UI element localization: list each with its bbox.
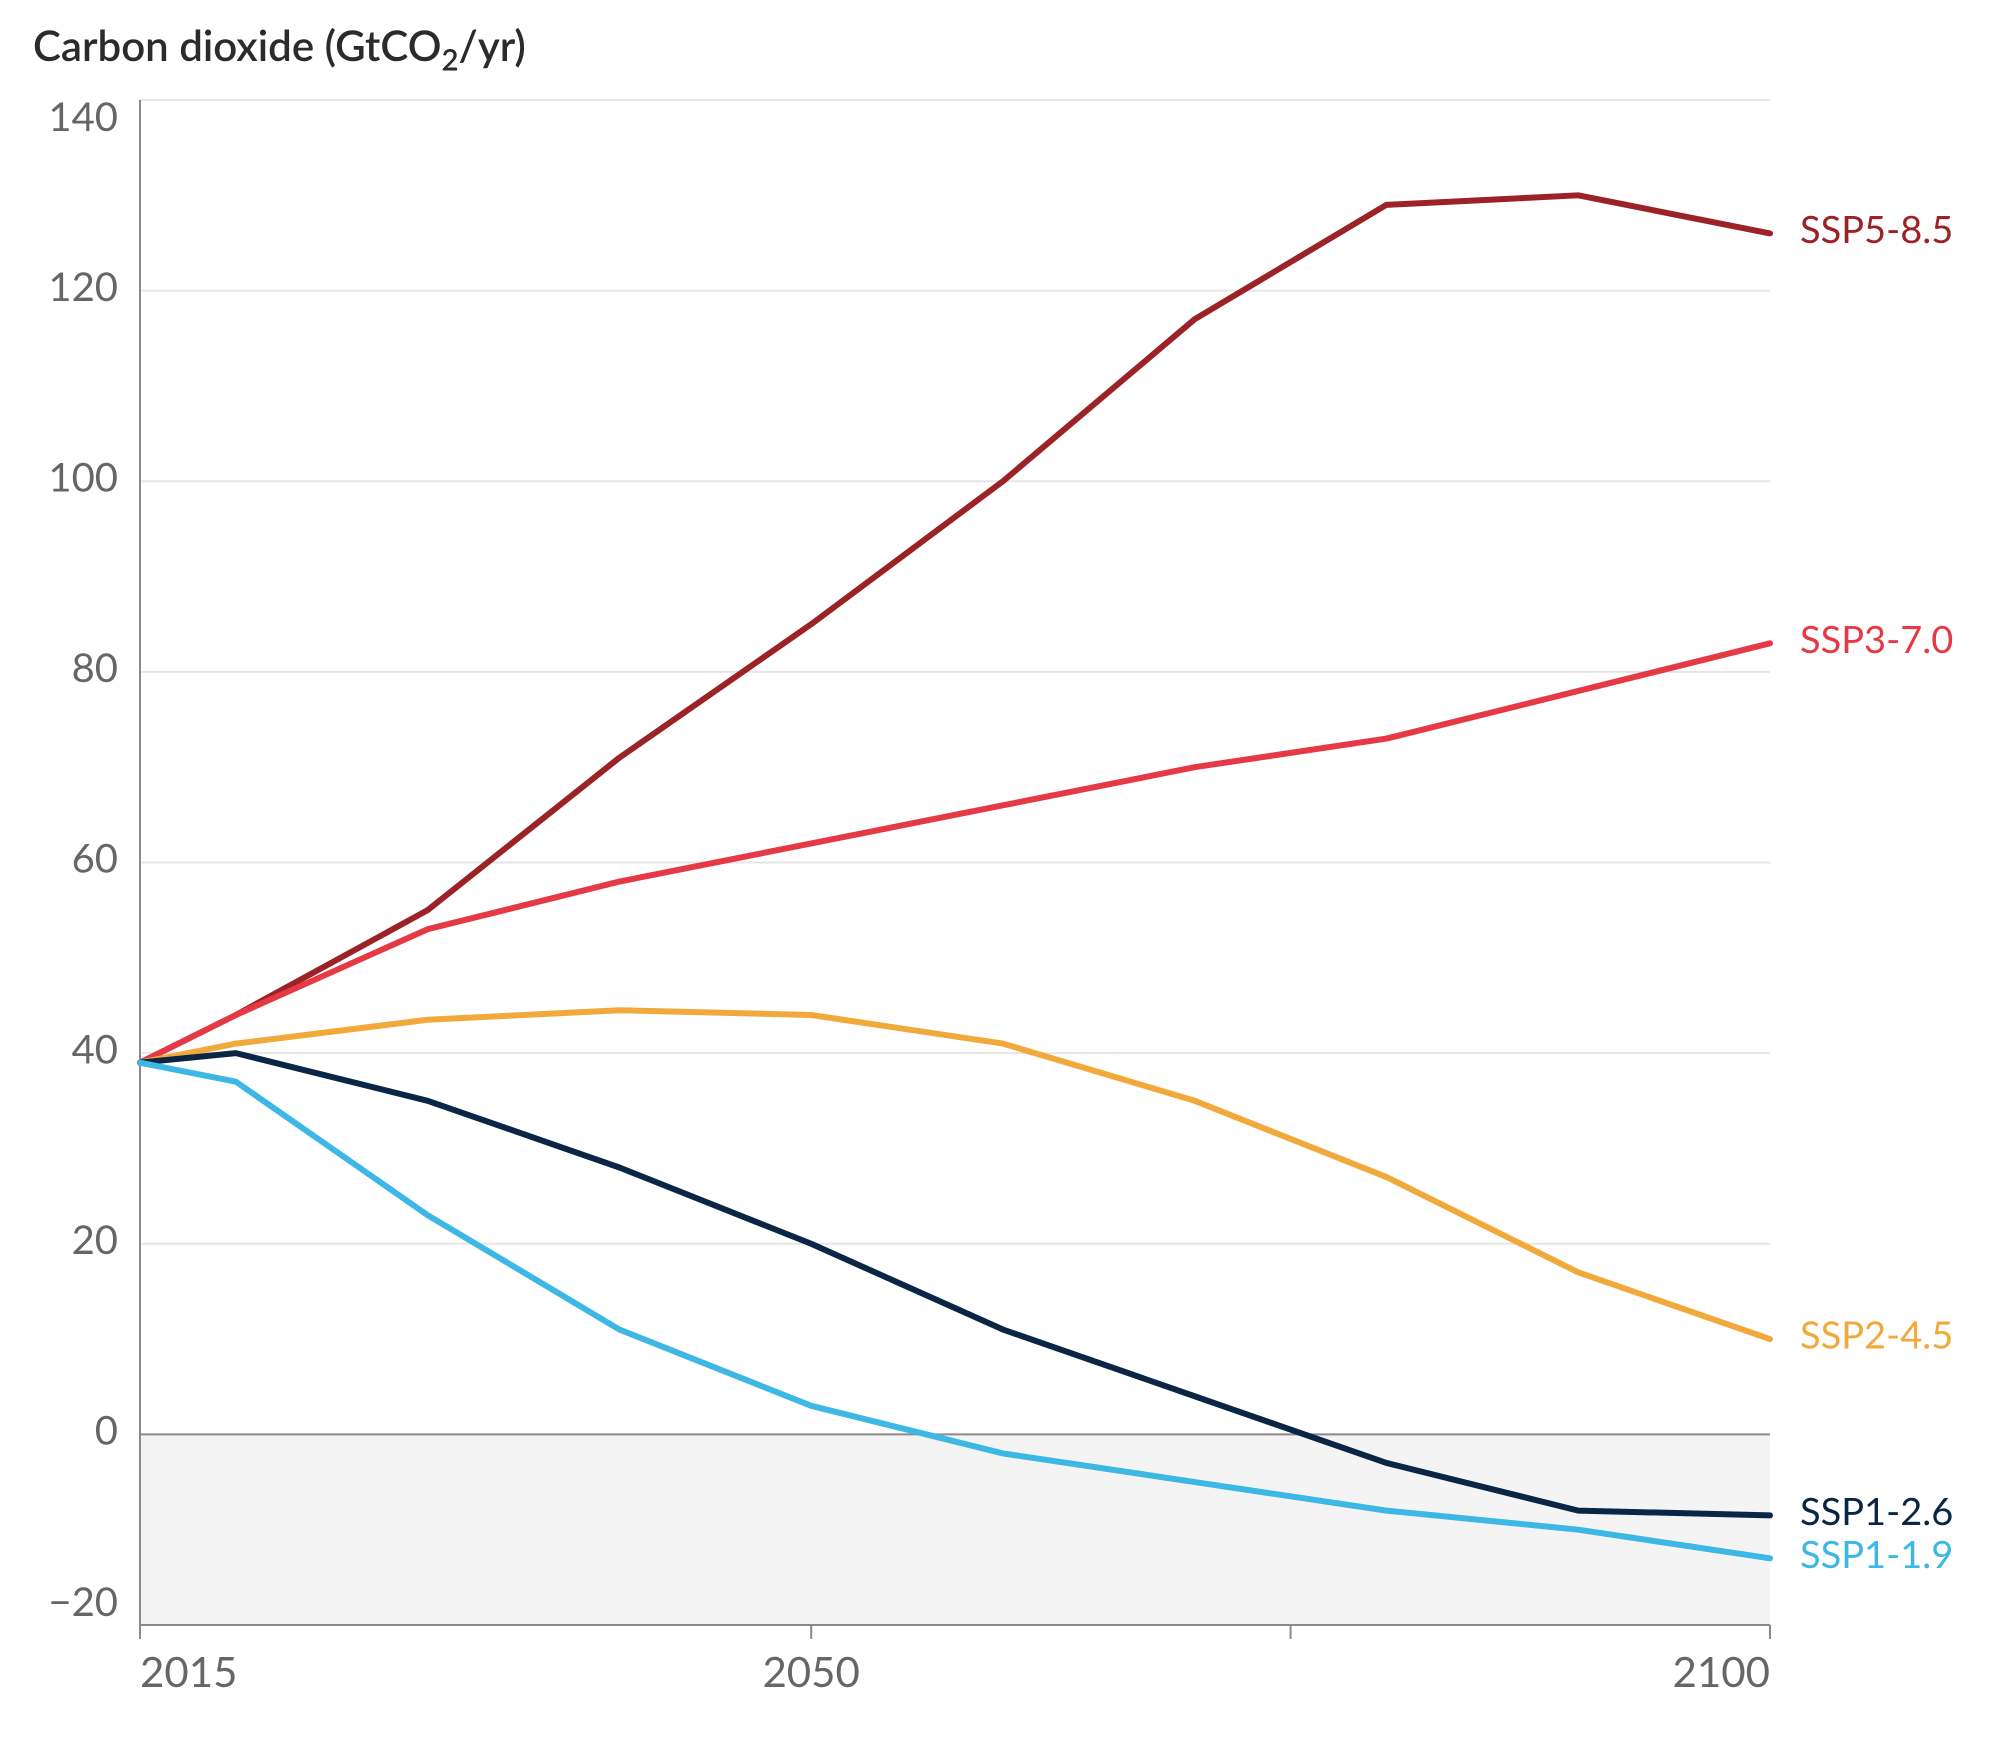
x-tick-label: 2100 [1673,1646,1770,1696]
series-label: SSP1-2.6 [1800,1488,1953,1534]
series-SSP5-8.5 [140,195,1770,1062]
y-tick-label: 40 [72,1024,118,1072]
y-tick-label: 120 [48,262,118,310]
chart-container: Carbon dioxide (GtCO2/yr) −20 0 20 40 60 80 10… [0,0,1999,1758]
line-chart: −20 0 20 40 60 80 100 120 140 2015 2050 2100 SSP5-8.… [0,0,1999,1758]
series-label: SSP1-1.9 [1800,1531,1953,1577]
series-SSP2-4.5 [140,1010,1770,1339]
series-SSP3-7.0 [140,643,1770,1062]
x-tick-label: 2050 [762,1646,859,1696]
series-label: SSP5-8.5 [1800,206,1953,252]
y-tick-label: −20 [48,1577,118,1625]
series-label: SSP3-7.0 [1800,616,1953,662]
chart-title: Carbon dioxide (GtCO2/yr) [33,20,526,77]
y-tick-label: 20 [72,1215,118,1263]
y-tick-label: 80 [72,643,118,691]
y-tick-label: 140 [48,92,118,140]
y-tick-label: 0 [95,1406,118,1454]
x-tick-label: 2015 [140,1646,237,1696]
y-tick-label: 100 [48,452,118,500]
series-label: SSP2-4.5 [1800,1312,1953,1358]
y-tick-label: 60 [72,834,118,882]
